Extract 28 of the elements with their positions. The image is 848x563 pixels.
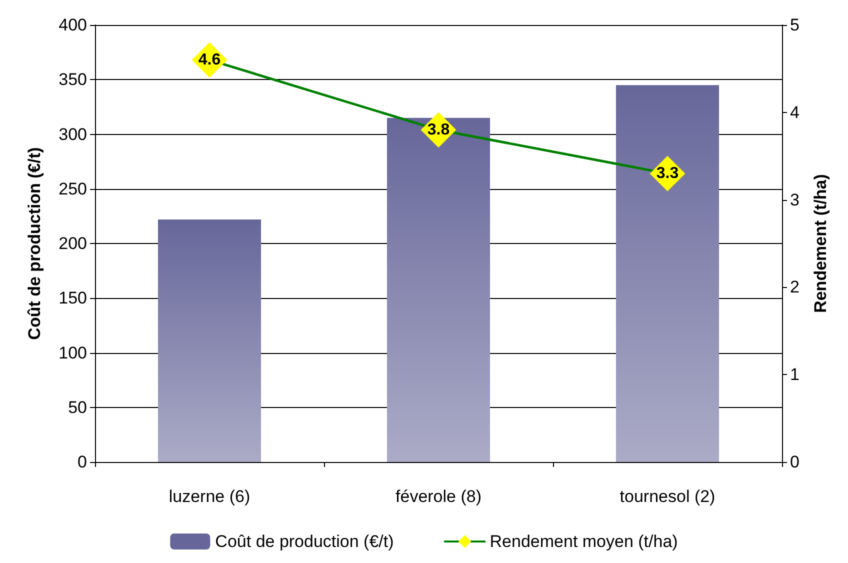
data-label: 4.6 [198,51,221,68]
y-axis-title: Coût de production (€/t) [25,147,44,340]
bar [386,118,490,462]
y-tick-label: 300 [58,124,87,144]
bar [158,219,262,462]
bar [616,85,720,462]
x-tick-label: féverole (8) [396,487,482,506]
y-tick-label: 350 [58,70,87,90]
y-tick-label: 200 [58,234,87,253]
data-label: 3.8 [427,121,450,138]
data-label: 3.3 [656,165,679,182]
y2-tick-label: 4 [790,102,800,122]
y-tick-label: 150 [58,288,87,308]
x-tick-label: luzerne (6) [168,487,250,506]
y2-tick-label: 3 [790,190,800,210]
legend-label: Rendement moyen (t/ha) [490,532,678,551]
legend-label: Coût de production (€/t) [215,532,394,551]
y2-tick-label: 1 [790,365,800,384]
y2-tick-label: 2 [790,278,800,297]
y-tick-label: 0 [78,452,87,472]
y2-tick-label: 5 [790,16,800,34]
y-tick-label: 50 [68,398,87,417]
y2-tick-label: 0 [790,452,800,472]
y-tick-label: 100 [58,343,87,362]
y-tick-label: 250 [58,179,87,198]
x-tick-label: tournesol (2) [620,487,716,506]
y2-axis-title: Rendement (t/ha) [811,174,830,313]
y-tick-label: 400 [58,16,87,34]
